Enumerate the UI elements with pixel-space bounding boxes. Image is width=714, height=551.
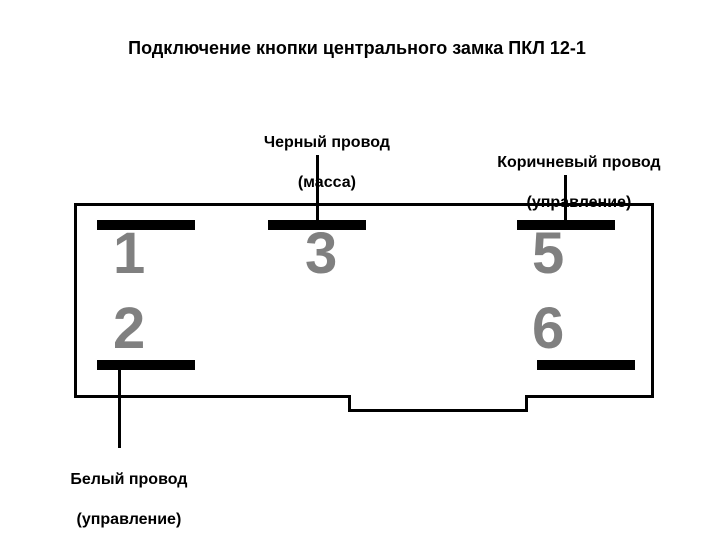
pin-1-contact (97, 220, 195, 230)
leader-brown (564, 175, 567, 224)
label-white-line1: Белый провод (70, 471, 187, 488)
label-black-line1: Черный провод (264, 134, 390, 151)
pin-2-number: 2 (113, 295, 145, 362)
label-white-line2: (управление) (77, 511, 182, 528)
diagram-title: Подключение кнопки центрального замка ПК… (0, 38, 714, 59)
label-white-wire: Белый провод (управление) (40, 450, 200, 550)
leader-white (118, 363, 121, 448)
pin-3-number: 3 (305, 220, 337, 287)
pin-5-number: 5 (532, 220, 564, 287)
pin-2-contact (97, 360, 195, 370)
pin-1-number: 1 (113, 220, 145, 287)
label-brown-line1: Коричневый провод (497, 154, 660, 171)
diagram-canvas: Подключение кнопки центрального замка ПК… (0, 0, 714, 551)
pin-6-number: 6 (532, 295, 564, 362)
label-black-line2: (масса) (298, 174, 356, 191)
label-brown-wire: Коричневый провод (управление) (460, 133, 680, 233)
leader-black (316, 155, 319, 224)
